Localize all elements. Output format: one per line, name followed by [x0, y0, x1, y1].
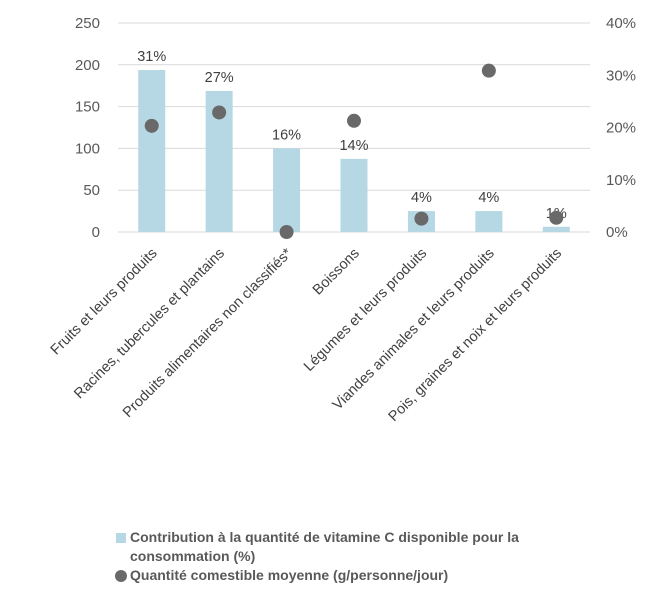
bar-data-label: 14% — [339, 138, 368, 154]
left-tick-label: 150 — [75, 99, 100, 116]
legend-label-contribution: Contribution à la quantité de vitamine C… — [130, 529, 519, 564]
legend-bar-swatch — [116, 533, 126, 543]
left-tick-label: 50 — [83, 182, 100, 199]
bar-data-label: 31% — [137, 49, 166, 65]
bar — [542, 226, 570, 232]
gridlines — [118, 22, 590, 233]
scatter-point — [279, 225, 294, 239]
left-tick-label: 100 — [75, 140, 100, 157]
scatter-point — [212, 105, 227, 120]
scatter-point — [549, 210, 564, 225]
left-tick-label: 250 — [75, 15, 100, 32]
scatter-point — [347, 113, 361, 128]
category-label: Boissons — [310, 246, 363, 299]
bar — [475, 211, 503, 232]
legend-item-contribution: Contribution à la quantité de vitamine C… — [112, 528, 612, 566]
bar-data-label: 16% — [272, 127, 301, 143]
left-tick-label: 0 — [92, 224, 100, 241]
category-label: Fruits et leurs produits — [48, 246, 161, 359]
bar-data-labels: 31%27%16%14%4%4%1% — [137, 49, 567, 222]
bar-data-label: 27% — [205, 70, 234, 86]
right-axis-ticks: 0% 10% 20% 30% 40% — [606, 15, 636, 241]
scatter-series — [144, 63, 564, 239]
legend-item-quantity: Quantité comestible moyenne (g/personne/… — [112, 566, 612, 585]
bar-data-label: 4% — [478, 190, 499, 206]
scatter-point — [414, 211, 429, 226]
legend-label-quantity: Quantité comestible moyenne (g/personne/… — [130, 567, 449, 583]
right-tick-label: 30% — [606, 67, 636, 84]
scatter-point — [481, 63, 496, 78]
left-axis-ticks: 0 50 100 150 200 250 — [75, 15, 100, 241]
right-tick-label: 20% — [606, 120, 636, 137]
scatter-point — [144, 118, 159, 133]
bar — [138, 70, 166, 233]
legend-dot-swatch — [115, 570, 127, 582]
right-tick-label: 10% — [606, 172, 636, 189]
right-tick-label: 0% — [606, 224, 628, 241]
legend: Contribution à la quantité de vitamine C… — [112, 528, 612, 585]
right-tick-label: 40% — [606, 15, 636, 32]
bar-data-label: 4% — [411, 190, 432, 206]
bar — [273, 148, 301, 232]
category-label: Légumes et leurs produits — [301, 246, 430, 375]
bar — [340, 158, 368, 232]
left-tick-label: 200 — [75, 57, 100, 74]
